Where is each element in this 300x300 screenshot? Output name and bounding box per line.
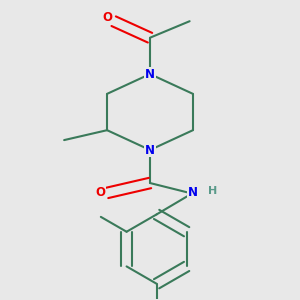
Text: N: N [145,143,155,157]
Text: O: O [95,186,106,200]
Text: H: H [208,186,218,196]
Text: N: N [145,68,155,80]
Text: N: N [188,186,198,200]
Text: O: O [102,11,112,24]
